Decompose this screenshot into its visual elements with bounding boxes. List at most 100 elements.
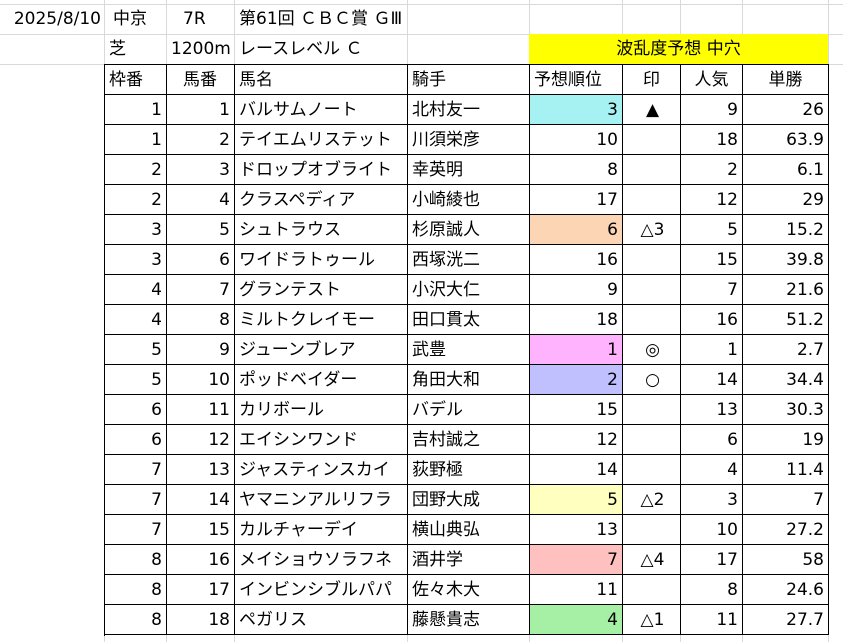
cell-mark[interactable] [623, 515, 681, 545]
cell-popularity[interactable]: 6 [681, 425, 743, 455]
cell-waku[interactable]: 3 [105, 245, 167, 275]
header-win-odds[interactable]: 単勝 [743, 65, 829, 95]
cell-horse-name[interactable]: ヤマニンアルリフラ [235, 485, 408, 515]
cell-popularity[interactable]: 8 [681, 575, 743, 605]
cell-win-odds[interactable]: 27.2 [743, 515, 829, 545]
cell-predicted-rank[interactable]: 10 [530, 125, 623, 155]
cell-waku[interactable]: 4 [105, 275, 167, 305]
cell-predicted-rank[interactable]: 4 [530, 605, 623, 635]
cell-umaban[interactable]: 6 [167, 245, 235, 275]
cell-horse-name[interactable]: バルサムノート [235, 95, 408, 125]
cell-predicted-rank[interactable]: 15 [530, 395, 623, 425]
cell-win-odds[interactable]: 51.2 [743, 305, 829, 335]
cell-mark[interactable]: △3 [623, 215, 681, 245]
cell-win-odds[interactable]: 24.6 [743, 575, 829, 605]
cell-umaban[interactable]: 18 [167, 605, 235, 635]
cell-mark[interactable]: △2 [623, 485, 681, 515]
cell-horse-name[interactable]: インビンシブルパパ [235, 575, 408, 605]
cell-popularity[interactable]: 17 [681, 545, 743, 575]
cell-horse-name[interactable]: ミルトクレイモー [235, 305, 408, 335]
cell-mark[interactable] [623, 245, 681, 275]
cell-jockey[interactable]: 田口貫太 [408, 305, 530, 335]
cell-waku[interactable]: 8 [105, 575, 167, 605]
cell-popularity[interactable]: 18 [681, 125, 743, 155]
cell-predicted-rank[interactable]: 11 [530, 575, 623, 605]
race-date[interactable]: 2025/8/10 [13, 9, 101, 29]
cell-win-odds[interactable]: 29 [743, 185, 829, 215]
cell-win-odds[interactable]: 58 [743, 545, 829, 575]
race-level[interactable]: レースレベル Ｃ [239, 39, 363, 59]
cell-predicted-rank[interactable]: 7 [530, 545, 623, 575]
cell-horse-name[interactable]: クラスペディア [235, 185, 408, 215]
cell-predicted-rank[interactable]: 14 [530, 455, 623, 485]
race-venue[interactable]: 中京 [113, 9, 147, 29]
cell-popularity[interactable]: 10 [681, 515, 743, 545]
cell-popularity[interactable]: 13 [681, 395, 743, 425]
cell-umaban[interactable]: 3 [167, 155, 235, 185]
cell-mark[interactable]: ◎ [623, 335, 681, 365]
cell-horse-name[interactable]: テイエムリステット [235, 125, 408, 155]
cell-jockey[interactable]: 小崎綾也 [408, 185, 530, 215]
cell-jockey[interactable]: 武豊 [408, 335, 530, 365]
cell-mark[interactable] [623, 125, 681, 155]
cell-win-odds[interactable]: 27.7 [743, 605, 829, 635]
cell-umaban[interactable]: 5 [167, 215, 235, 245]
cell-waku[interactable]: 5 [105, 365, 167, 395]
cell-predicted-rank[interactable]: 18 [530, 305, 623, 335]
cell-jockey[interactable]: 団野大成 [408, 485, 530, 515]
cell-popularity[interactable]: 7 [681, 275, 743, 305]
cell-horse-name[interactable]: ペガリス [235, 605, 408, 635]
cell-predicted-rank[interactable]: 16 [530, 245, 623, 275]
cell-jockey[interactable]: 幸英明 [408, 155, 530, 185]
cell-mark[interactable] [623, 395, 681, 425]
cell-jockey[interactable]: 川須栄彦 [408, 125, 530, 155]
race-surface[interactable]: 芝 [109, 39, 126, 59]
cell-jockey[interactable]: 横山典弘 [408, 515, 530, 545]
cell-predicted-rank[interactable]: 8 [530, 155, 623, 185]
cell-popularity[interactable]: 5 [681, 215, 743, 245]
header-mark[interactable]: 印 [623, 65, 681, 95]
cell-jockey[interactable]: 藤懸貴志 [408, 605, 530, 635]
cell-win-odds[interactable]: 39.8 [743, 245, 829, 275]
cell-horse-name[interactable]: メイショウソラフネ [235, 545, 408, 575]
upset-forecast-banner[interactable]: 波乱度予想 中穴 [529, 34, 828, 64]
race-number[interactable]: 7R [183, 9, 206, 29]
cell-waku[interactable]: 1 [105, 125, 167, 155]
cell-predicted-rank[interactable]: 17 [530, 185, 623, 215]
cell-popularity[interactable]: 12 [681, 185, 743, 215]
cell-popularity[interactable]: 16 [681, 305, 743, 335]
cell-umaban[interactable]: 13 [167, 455, 235, 485]
cell-win-odds[interactable]: 21.6 [743, 275, 829, 305]
cell-horse-name[interactable]: ポッドベイダー [235, 365, 408, 395]
cell-waku[interactable]: 1 [105, 95, 167, 125]
cell-mark[interactable] [623, 275, 681, 305]
cell-popularity[interactable]: 3 [681, 485, 743, 515]
cell-mark[interactable] [623, 155, 681, 185]
cell-jockey[interactable]: 佐々木大 [408, 575, 530, 605]
cell-waku[interactable]: 7 [105, 485, 167, 515]
cell-win-odds[interactable]: 26 [743, 95, 829, 125]
cell-popularity[interactable]: 15 [681, 245, 743, 275]
cell-waku[interactable]: 6 [105, 395, 167, 425]
cell-mark[interactable]: △1 [623, 605, 681, 635]
cell-waku[interactable]: 7 [105, 455, 167, 485]
cell-horse-name[interactable]: エイシンワンド [235, 425, 408, 455]
cell-umaban[interactable]: 1 [167, 95, 235, 125]
cell-predicted-rank[interactable]: 9 [530, 275, 623, 305]
cell-waku[interactable]: 2 [105, 185, 167, 215]
cell-popularity[interactable]: 4 [681, 455, 743, 485]
cell-waku[interactable]: 5 [105, 335, 167, 365]
cell-popularity[interactable]: 14 [681, 365, 743, 395]
cell-umaban[interactable]: 14 [167, 485, 235, 515]
cell-mark[interactable] [623, 185, 681, 215]
cell-waku[interactable]: 4 [105, 305, 167, 335]
cell-horse-name[interactable]: グランテスト [235, 275, 408, 305]
cell-umaban[interactable]: 9 [167, 335, 235, 365]
header-predicted-rank[interactable]: 予想順位 [530, 65, 623, 95]
cell-waku[interactable]: 7 [105, 515, 167, 545]
cell-predicted-rank[interactable]: 3 [530, 95, 623, 125]
cell-win-odds[interactable]: 30.3 [743, 395, 829, 425]
cell-jockey[interactable]: 北村友一 [408, 95, 530, 125]
cell-popularity[interactable]: 11 [681, 605, 743, 635]
race-name[interactable]: 第61回 ＣＢＣ賞 ＧⅢ [239, 9, 403, 29]
